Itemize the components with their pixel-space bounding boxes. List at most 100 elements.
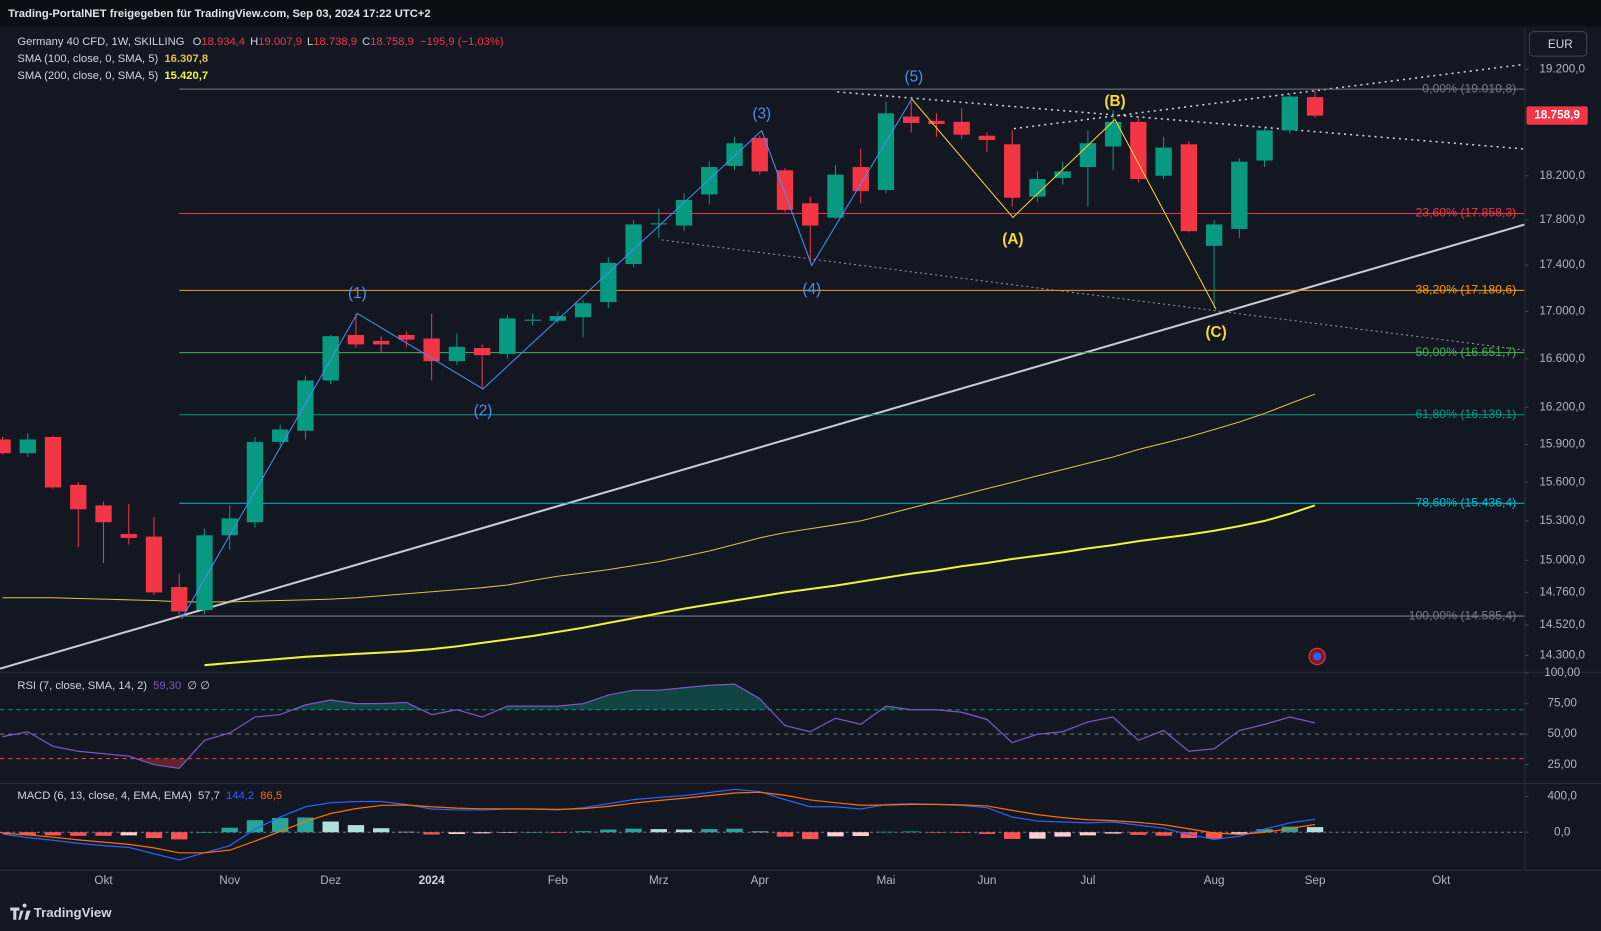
fib-label: 61,80% (16.139,1) bbox=[1415, 407, 1516, 421]
legend-name: SMA (100, close, 0, SMA, 5) bbox=[17, 53, 158, 65]
candle-body bbox=[347, 334, 365, 345]
candle-body bbox=[1205, 224, 1223, 246]
macd-histogram-bar bbox=[448, 832, 466, 835]
event-marker[interactable] bbox=[1308, 647, 1326, 666]
y-tick-label: 16.200,0 bbox=[1539, 400, 1585, 413]
macd-histogram-bar bbox=[726, 828, 743, 833]
fib-label: 0,00% (19.010,8) bbox=[1422, 81, 1516, 95]
y-tick-label: 17.400,0 bbox=[1539, 258, 1585, 271]
sma-line bbox=[204, 504, 1316, 667]
macd-histogram-bar bbox=[852, 832, 869, 836]
macd-histogram-bar bbox=[1231, 832, 1248, 835]
candle-body bbox=[1104, 121, 1122, 147]
macd-histogram-bar bbox=[95, 832, 112, 836]
x-tick-label: Sep bbox=[1305, 874, 1326, 887]
last-price-label: 18.758,9 bbox=[1534, 109, 1580, 122]
sma-line bbox=[2, 393, 1316, 603]
macd-pane bbox=[0, 788, 1525, 861]
macd-histogram-bar bbox=[877, 831, 895, 833]
x-tick-label: Aug bbox=[1204, 874, 1225, 887]
wave-label: (1) bbox=[348, 285, 367, 302]
macd-histogram-bar bbox=[221, 827, 238, 833]
candle-body bbox=[272, 429, 289, 442]
macd-histogram-bar bbox=[44, 832, 62, 836]
macd-histogram-bar bbox=[372, 828, 390, 833]
y-tick-label: 14.300,0 bbox=[1539, 648, 1585, 661]
candle-body bbox=[398, 334, 415, 340]
macd-histogram-bar bbox=[1003, 832, 1021, 839]
rsi-pane bbox=[0, 683, 1525, 770]
macd-histogram-bar bbox=[1104, 832, 1122, 834]
legend-name: SMA (200, close, 0, SMA, 5) bbox=[17, 70, 158, 82]
currency-label: EUR bbox=[1548, 38, 1573, 51]
legend-value: 144,2 bbox=[226, 790, 254, 802]
legend-key: C bbox=[362, 36, 370, 48]
macd-histogram-bar bbox=[1281, 826, 1298, 833]
macd-line bbox=[2, 791, 1316, 854]
y-tick-label: 50,00 bbox=[1548, 727, 1578, 740]
macd-histogram-bar bbox=[903, 831, 920, 833]
x-tick-label: Apr bbox=[751, 874, 769, 887]
macd-histogram-bar bbox=[1180, 832, 1198, 839]
y-tick-label: 15.300,0 bbox=[1539, 514, 1585, 527]
macd-histogram-bar bbox=[196, 832, 213, 833]
legend-value: 16.307,8 bbox=[164, 53, 208, 65]
candle-body bbox=[1180, 144, 1198, 232]
x-tick-label: Nov bbox=[219, 874, 240, 887]
macd-histogram-bar bbox=[928, 832, 945, 833]
macd-line bbox=[2, 788, 1316, 861]
fib-label: 78,60% (15.436,4) bbox=[1415, 496, 1516, 510]
candle-body bbox=[322, 336, 339, 381]
fib-label: 23,60% (17.858,3) bbox=[1415, 206, 1516, 220]
candle-body bbox=[0, 439, 11, 454]
macd-histogram-bar bbox=[0, 832, 11, 834]
wave-label: (4) bbox=[802, 281, 821, 298]
x-tick-label: Dez bbox=[320, 874, 341, 887]
legend-key: O bbox=[193, 36, 202, 48]
y-tick-label: 75,00 bbox=[1548, 697, 1578, 710]
price-pane: 0,00% (19.010,8) 23,60% (17.858,3) 38,20% … bbox=[0, 63, 1525, 670]
candle-body bbox=[802, 203, 819, 226]
macd-histogram-bar bbox=[1256, 829, 1273, 833]
candle-body bbox=[600, 262, 617, 303]
trend-line-dotted bbox=[661, 239, 1525, 351]
event-marker-dot bbox=[1313, 652, 1322, 661]
rsi-fill bbox=[292, 684, 911, 710]
macd-histogram-bar bbox=[322, 821, 339, 833]
candle-body bbox=[297, 380, 314, 431]
legend-value: 86,5 bbox=[260, 790, 282, 802]
legend-key: H bbox=[250, 36, 258, 48]
macd-histogram-bar bbox=[650, 829, 667, 833]
y-tick-label: 14.520,0 bbox=[1539, 618, 1585, 631]
currency-button[interactable] bbox=[1529, 31, 1588, 57]
legend-value: 18.758,9 bbox=[370, 36, 414, 48]
fib-label: 100,00% (14.585,4) bbox=[1409, 608, 1517, 622]
macd-histogram-bar bbox=[701, 829, 718, 833]
corrective-wave-line bbox=[911, 98, 1217, 310]
macd-histogram-bar bbox=[145, 832, 163, 839]
y-tick-label: 17.000,0 bbox=[1539, 305, 1585, 318]
candle-body bbox=[19, 439, 36, 454]
y-tick-label: 15.000,0 bbox=[1539, 553, 1585, 566]
macd-histogram-bar bbox=[19, 832, 36, 835]
legend-value: 15.420,7 bbox=[164, 70, 208, 82]
legend: RSI (7, close, SMA, 14, 2) 59,30 ∅ ∅ bbox=[17, 680, 210, 692]
candle-body bbox=[953, 121, 970, 135]
y-tick-label: 16.600,0 bbox=[1539, 352, 1585, 365]
wave-label: (B) bbox=[1104, 93, 1125, 110]
candle-body bbox=[171, 587, 188, 612]
candle-body bbox=[1079, 143, 1097, 168]
legend-value: 57,7 bbox=[198, 790, 220, 802]
candle-body bbox=[978, 135, 996, 141]
legend-extra: ∅ ∅ bbox=[187, 680, 210, 692]
candle-body bbox=[903, 116, 920, 123]
y-tick-label: 100,00 bbox=[1544, 666, 1580, 679]
macd-histogram-bar bbox=[1205, 832, 1223, 839]
macd-histogram-bar bbox=[574, 831, 592, 833]
candle-body bbox=[145, 536, 163, 593]
candle-body bbox=[1130, 121, 1147, 180]
macd-histogram-bar bbox=[171, 832, 188, 840]
candle-body bbox=[549, 316, 567, 321]
legend-title: Germany 40 CFD, 1W, SKILLING bbox=[17, 36, 184, 48]
